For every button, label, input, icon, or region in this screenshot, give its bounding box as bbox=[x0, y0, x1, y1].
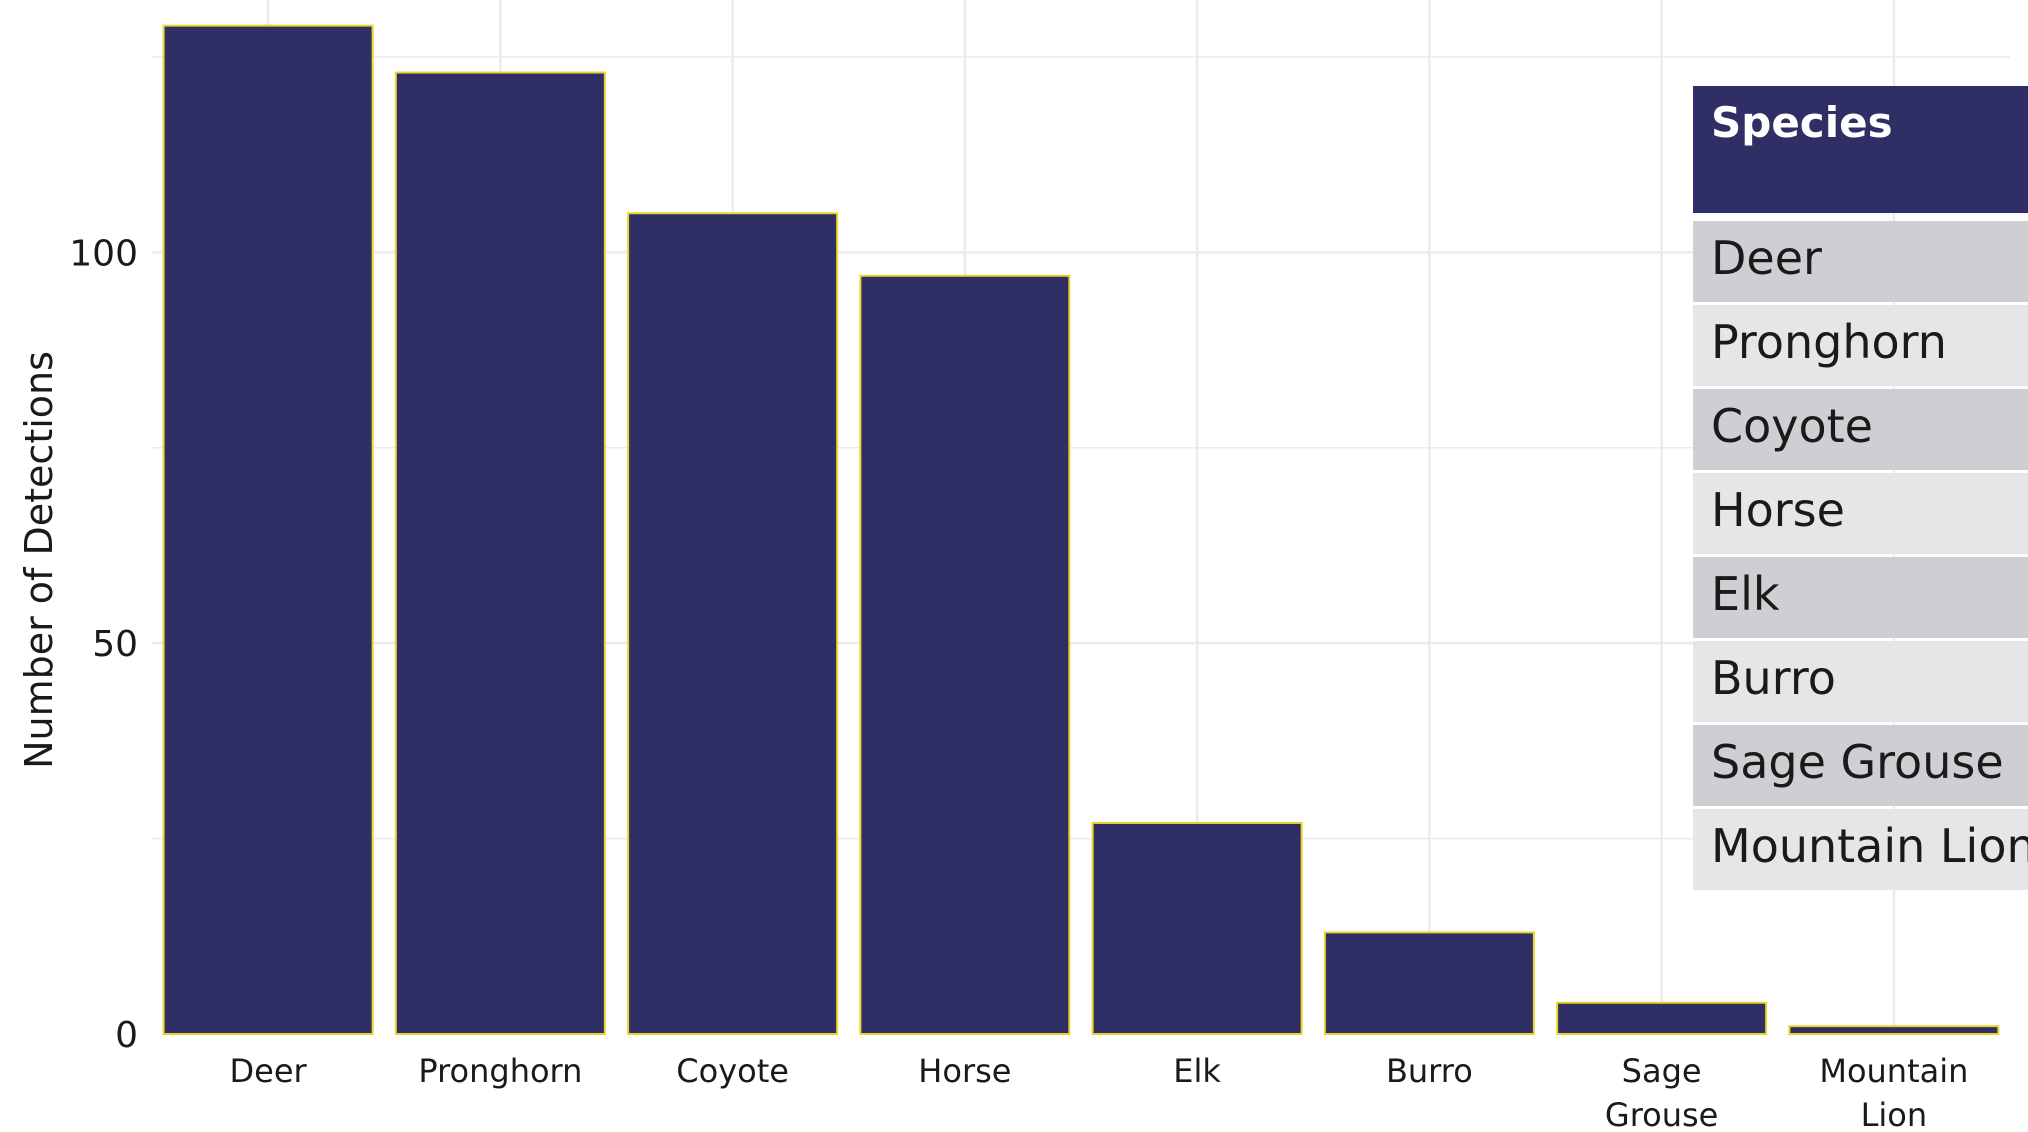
x-tick-label: Deer bbox=[230, 1052, 308, 1090]
bar-coyote bbox=[627, 212, 839, 1036]
y-tick-label: 0 bbox=[115, 1015, 138, 1056]
table-row: Elk bbox=[1693, 557, 2028, 638]
x-tick-label-line: Burro bbox=[1386, 1052, 1473, 1090]
table-header: Species bbox=[1693, 86, 2028, 213]
bar-pronghorn bbox=[394, 71, 606, 1035]
table-row: Burro bbox=[1693, 641, 2028, 722]
x-tick-label: Sage Grouse bbox=[1605, 1052, 1718, 1132]
x-tick-label: Burro bbox=[1386, 1052, 1473, 1090]
x-tick-label-line: Mountain bbox=[1819, 1052, 1968, 1090]
y-axis-title: Number of Detections bbox=[17, 351, 61, 769]
bars bbox=[162, 24, 2000, 1036]
table-row: Coyote bbox=[1693, 389, 2028, 470]
y-axis-ticks: 0 50 100 bbox=[69, 233, 138, 1056]
x-tick-label: Coyote bbox=[676, 1052, 789, 1090]
table-row: Sage Grouse bbox=[1693, 725, 2028, 806]
bar-burro bbox=[1323, 931, 1535, 1035]
bar-mountain-lion bbox=[1788, 1025, 2000, 1036]
x-tick-label: Horse bbox=[918, 1052, 1011, 1090]
x-axis-labels: Deer Pronghorn Coyote Horse Elk Burro Sage Grou… bbox=[230, 1052, 1969, 1132]
bar-sage-grouse bbox=[1556, 1001, 1768, 1036]
x-tick-label: Elk bbox=[1173, 1052, 1221, 1090]
table-row: Deer bbox=[1693, 221, 2028, 302]
x-tick-label: Pronghorn bbox=[418, 1052, 582, 1090]
x-tick-label-line: Pronghorn bbox=[418, 1052, 582, 1090]
table-row: Mountain Lion bbox=[1693, 809, 2028, 890]
table-row: Horse bbox=[1693, 473, 2028, 554]
table-row: Pronghorn bbox=[1693, 305, 2028, 386]
species-table: Species Deer Pronghorn Coyote Horse Elk Burro… bbox=[1693, 86, 2028, 893]
x-tick-label-line: Elk bbox=[1173, 1052, 1221, 1090]
x-tick-label-line: Horse bbox=[918, 1052, 1011, 1090]
bar-deer bbox=[162, 24, 374, 1035]
y-tick-label: 50 bbox=[92, 624, 138, 665]
bar-elk bbox=[1091, 821, 1303, 1036]
x-tick-label-line: Grouse bbox=[1605, 1096, 1718, 1132]
y-tick-label: 100 bbox=[69, 233, 138, 274]
x-tick-label-line: Sage bbox=[1622, 1052, 1702, 1090]
bar-horse bbox=[859, 274, 1071, 1035]
x-tick-label-line: Deer bbox=[230, 1052, 308, 1090]
x-tick-label: Mountain Lion bbox=[1819, 1052, 1968, 1132]
x-tick-label-line: Lion bbox=[1861, 1096, 1928, 1132]
x-tick-label-line: Coyote bbox=[676, 1052, 789, 1090]
table-body: Deer Pronghorn Coyote Horse Elk Burro Sage Gro… bbox=[1693, 221, 2028, 890]
